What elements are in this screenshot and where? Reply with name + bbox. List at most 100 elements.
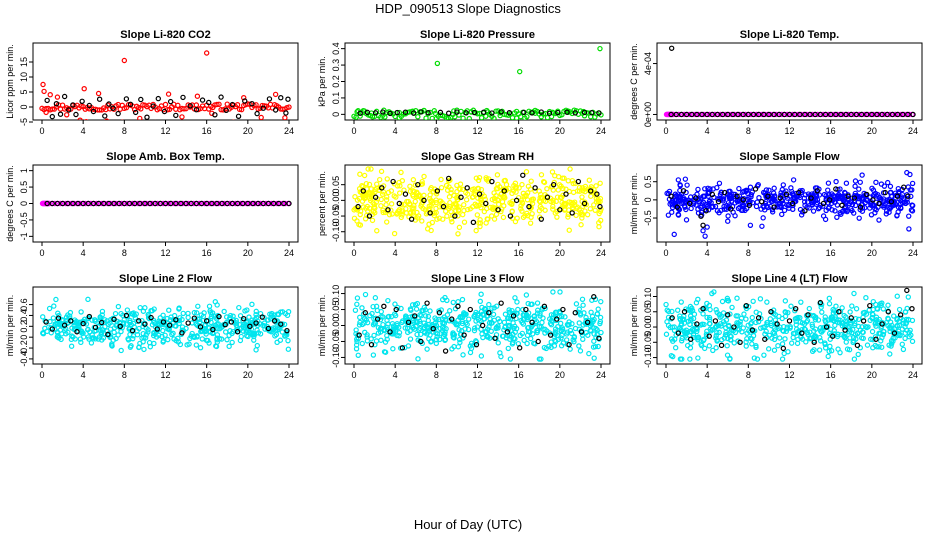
data-point-cyan	[868, 336, 874, 342]
data-point-black	[152, 200, 158, 207]
data-point-black	[845, 193, 851, 199]
data-point-magenta	[129, 200, 136, 207]
data-point-cyan	[695, 296, 701, 303]
data-point-cyan	[184, 342, 190, 348]
data-point-cyan	[218, 324, 225, 331]
data-point-black	[882, 189, 888, 196]
data-point-yellow	[493, 185, 500, 192]
x-tick-label: 8	[746, 248, 751, 258]
data-point-cyan	[92, 318, 98, 324]
data-point-cyan	[782, 298, 789, 304]
data-point-yellow	[463, 197, 470, 203]
data-point-yellow	[597, 195, 604, 202]
data-point-black	[137, 200, 143, 207]
data-point-cyan	[869, 328, 876, 335]
x-tick-label: 12	[784, 370, 794, 380]
data-point-black	[442, 348, 449, 354]
x-tick-label: 4	[705, 370, 710, 380]
data-point-yellow	[574, 204, 581, 210]
data-point-black	[214, 200, 220, 207]
data-point-cyan	[586, 350, 592, 357]
data-point-cyan	[364, 332, 370, 338]
data-point-cyan	[394, 332, 400, 339]
data-point-cyan	[792, 316, 799, 322]
data-point-black	[173, 317, 179, 323]
data-point-blue	[851, 192, 858, 199]
data-point-cyan	[404, 325, 411, 331]
data-point-cyan	[817, 338, 824, 344]
data-point-blue	[776, 203, 782, 210]
panel-3: Slope Li-820 Temp.0 4 8 12 16 20 240e+004e-04d…	[629, 29, 923, 136]
data-point-cyan	[411, 319, 417, 325]
data-point-cyan	[86, 336, 92, 342]
data-point-blue	[878, 181, 885, 187]
data-point-cyan	[515, 340, 522, 347]
data-point-cyan	[153, 329, 160, 335]
data-point-blue	[883, 211, 890, 217]
data-point-yellow	[380, 209, 386, 216]
data-point-cyan	[477, 298, 483, 305]
data-point-magenta	[216, 200, 222, 207]
data-point-black	[61, 322, 68, 328]
data-point-black	[102, 113, 108, 119]
data-point-black	[187, 103, 193, 109]
data-point-cyan	[132, 315, 138, 321]
data-point-cyan	[843, 339, 849, 345]
data-point-cyan	[394, 321, 400, 327]
data-point-cyan	[386, 313, 392, 320]
data-point-yellow	[418, 203, 424, 209]
x-tick-label: 24	[596, 248, 606, 258]
data-point-yellow	[555, 187, 561, 193]
data-point-yellow	[454, 182, 460, 189]
data-point-cyan	[691, 311, 698, 317]
data-point-black	[197, 324, 204, 330]
data-point-cyan	[498, 353, 504, 360]
data-point-yellow	[582, 208, 588, 214]
data-point-yellow	[456, 186, 463, 192]
y-tick-label: 0.00	[331, 192, 341, 210]
data-point-cyan	[858, 335, 865, 341]
data-point-yellow	[433, 189, 440, 195]
data-point-yellow	[586, 177, 593, 183]
data-point-yellow	[579, 194, 585, 200]
x-tick-label: 12	[472, 248, 482, 258]
data-point-cyan	[240, 328, 247, 334]
y-tick-label: 0.5	[19, 181, 29, 194]
data-point-yellow	[552, 172, 558, 179]
data-point-red	[49, 106, 55, 112]
data-point-black	[79, 98, 85, 105]
data-point-cyan	[249, 317, 255, 323]
data-point-black	[74, 329, 80, 335]
data-point-yellow	[592, 207, 598, 214]
data-point-cyan	[517, 332, 523, 339]
data-point-cyan	[763, 328, 769, 335]
data-point-black	[730, 111, 736, 118]
data-point-blue	[876, 217, 882, 223]
data-point-cyan	[747, 335, 754, 342]
data-point-cyan	[150, 332, 157, 339]
data-point-blue	[833, 178, 839, 185]
data-point-cyan	[825, 353, 831, 360]
data-point-cyan	[552, 326, 559, 332]
data-point-magenta	[154, 200, 161, 207]
data-point-cyan	[506, 324, 512, 330]
data-point-magenta	[227, 200, 233, 207]
data-point-cyan	[442, 332, 448, 338]
y-tick-label: 0.00	[331, 317, 341, 335]
data-point-black	[440, 203, 447, 210]
data-point-yellow	[499, 199, 506, 205]
data-point-cyan	[886, 324, 893, 330]
y-tick-label: 5	[19, 89, 29, 94]
data-point-black	[755, 315, 762, 321]
data-point-cyan	[681, 316, 687, 323]
data-point-cyan	[102, 317, 108, 323]
data-point-yellow	[383, 202, 389, 208]
data-point-yellow	[398, 214, 404, 221]
data-point-cyan	[206, 340, 212, 346]
data-point-cyan	[852, 331, 859, 338]
data-point-yellow	[559, 175, 566, 181]
data-point-cyan	[437, 336, 443, 343]
data-point-yellow	[444, 213, 450, 219]
data-point-cyan	[99, 308, 106, 315]
data-point-black	[719, 111, 726, 118]
